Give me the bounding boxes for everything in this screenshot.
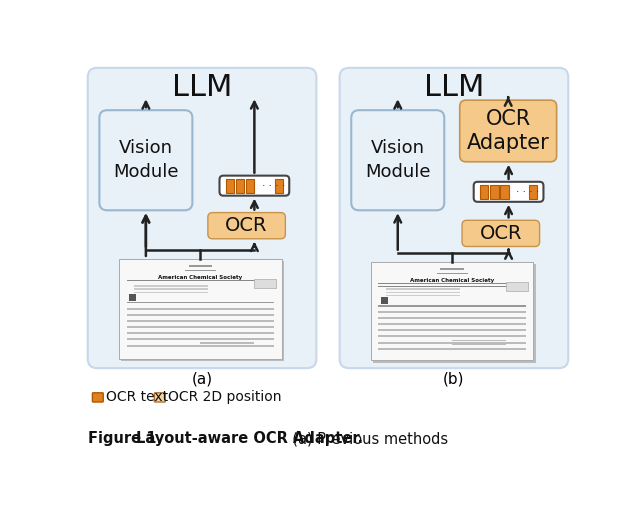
Bar bbox=[378, 283, 525, 284]
Bar bbox=[378, 317, 525, 319]
Text: · · · ·: · · · · bbox=[262, 180, 285, 191]
FancyBboxPatch shape bbox=[460, 100, 557, 162]
Bar bbox=[134, 291, 208, 292]
Bar bbox=[373, 264, 536, 363]
Bar bbox=[440, 268, 463, 269]
Bar bbox=[378, 323, 525, 325]
Bar bbox=[200, 339, 254, 340]
Text: LLM: LLM bbox=[424, 74, 484, 102]
Text: OCR 2D position: OCR 2D position bbox=[168, 391, 282, 405]
Bar bbox=[490, 185, 499, 199]
FancyBboxPatch shape bbox=[220, 176, 289, 196]
Bar bbox=[119, 259, 282, 359]
Text: American Chemical Society: American Chemical Society bbox=[410, 278, 494, 283]
Bar bbox=[378, 329, 525, 331]
Bar bbox=[127, 326, 274, 328]
Bar bbox=[127, 314, 274, 316]
FancyBboxPatch shape bbox=[154, 393, 165, 402]
Text: OCR text: OCR text bbox=[106, 391, 168, 405]
FancyBboxPatch shape bbox=[474, 182, 543, 202]
Text: American Chemical Society: American Chemical Society bbox=[158, 275, 243, 280]
Text: Vision
Module: Vision Module bbox=[113, 139, 179, 181]
Bar bbox=[275, 179, 283, 193]
Bar bbox=[378, 348, 525, 350]
Bar bbox=[246, 179, 254, 193]
Bar bbox=[386, 295, 460, 296]
Bar bbox=[127, 280, 274, 281]
Bar bbox=[236, 179, 244, 193]
Bar bbox=[134, 288, 208, 289]
Bar bbox=[200, 346, 254, 347]
Bar bbox=[127, 308, 274, 309]
Text: (a): (a) bbox=[191, 372, 212, 387]
Bar bbox=[378, 336, 525, 337]
Bar bbox=[226, 179, 234, 193]
Bar bbox=[127, 333, 274, 334]
Bar bbox=[452, 340, 506, 341]
Bar bbox=[452, 344, 506, 345]
Bar bbox=[386, 291, 460, 292]
Bar bbox=[500, 185, 509, 199]
Text: Figure 1.: Figure 1. bbox=[88, 431, 172, 447]
Text: OCR
Adapter: OCR Adapter bbox=[467, 108, 550, 153]
FancyBboxPatch shape bbox=[92, 393, 103, 402]
Bar bbox=[371, 262, 533, 360]
FancyBboxPatch shape bbox=[340, 68, 568, 368]
Text: Vision
Module: Vision Module bbox=[365, 139, 431, 181]
Bar bbox=[386, 288, 460, 289]
Bar bbox=[254, 279, 276, 288]
FancyBboxPatch shape bbox=[462, 221, 540, 247]
Bar bbox=[121, 261, 284, 361]
Bar bbox=[127, 345, 274, 346]
FancyBboxPatch shape bbox=[208, 213, 285, 239]
Bar bbox=[452, 348, 506, 349]
Bar bbox=[127, 320, 274, 322]
Bar bbox=[378, 342, 525, 343]
Text: OCR: OCR bbox=[225, 216, 268, 235]
Bar bbox=[480, 185, 488, 199]
Text: · · · ·: · · · · bbox=[516, 187, 540, 197]
FancyBboxPatch shape bbox=[351, 110, 444, 210]
Bar bbox=[378, 305, 525, 306]
Bar bbox=[127, 339, 274, 340]
Bar bbox=[200, 342, 254, 343]
Text: (a) Previous methods: (a) Previous methods bbox=[283, 431, 448, 447]
Bar bbox=[378, 311, 525, 313]
Bar bbox=[127, 302, 274, 303]
Text: LLM: LLM bbox=[172, 74, 232, 102]
Text: (b): (b) bbox=[443, 372, 465, 387]
Text: OCR: OCR bbox=[479, 224, 522, 243]
Bar bbox=[134, 285, 208, 286]
FancyBboxPatch shape bbox=[88, 68, 316, 368]
Bar bbox=[189, 265, 212, 266]
Text: Layout-aware OCR Adapter.: Layout-aware OCR Adapter. bbox=[136, 431, 363, 447]
Bar bbox=[436, 273, 467, 274]
Bar bbox=[184, 270, 216, 271]
Bar bbox=[529, 185, 537, 199]
FancyBboxPatch shape bbox=[99, 110, 193, 210]
Bar bbox=[506, 282, 528, 291]
